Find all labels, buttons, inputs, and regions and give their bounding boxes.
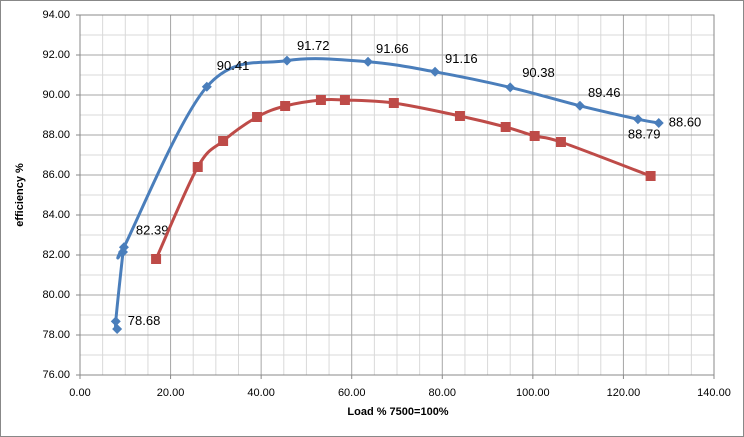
y-axis-title: efficiency %	[14, 163, 26, 227]
data-point	[430, 66, 441, 77]
x-tick-label: 20.00	[157, 387, 185, 399]
x-tick-label: 140.00	[697, 387, 731, 399]
plot-area	[79, 14, 715, 376]
y-tick-label: 78.00	[42, 329, 70, 341]
x-tick-label: 40.00	[247, 387, 275, 399]
y-tick-label: 86.00	[42, 169, 70, 181]
data-point	[151, 254, 162, 264]
data-point	[192, 162, 203, 172]
data-point	[529, 131, 540, 141]
data-point	[454, 111, 465, 121]
y-tick-label: 92.00	[42, 49, 70, 61]
data-point	[363, 56, 374, 67]
y-tick-label: 88.00	[42, 129, 70, 141]
data-point	[505, 82, 516, 93]
x-tick-label: 120.00	[607, 387, 641, 399]
x-tick-label: 100.00	[516, 387, 550, 399]
data-label: 90.38	[522, 65, 555, 80]
data-point	[632, 114, 643, 125]
data-point	[118, 242, 129, 253]
data-label: 88.79	[628, 127, 661, 142]
data-point	[653, 118, 664, 128]
data-point	[500, 122, 511, 132]
data-label: 78.68	[128, 313, 161, 328]
data-point	[339, 95, 350, 105]
data-label: 91.72	[297, 38, 330, 53]
data-point	[252, 112, 263, 122]
y-tick-label: 80.00	[42, 289, 70, 301]
data-point	[112, 324, 123, 334]
y-tick-label: 94.00	[42, 9, 70, 21]
data-label: 91.16	[445, 51, 478, 66]
y-tick-label: 90.00	[42, 89, 70, 101]
x-axis-title: Load % 7500=100%	[347, 406, 448, 418]
data-label: 89.46	[588, 85, 621, 100]
data-point	[201, 81, 212, 92]
data-point	[281, 55, 292, 66]
data-point	[110, 316, 121, 327]
y-tick-label: 76.00	[42, 369, 70, 381]
x-tick-label: 80.00	[429, 387, 457, 399]
data-point	[574, 100, 585, 111]
data-label: 88.60	[669, 114, 702, 129]
data-point	[645, 171, 656, 181]
y-tick-label: 84.00	[42, 209, 70, 221]
data-point	[388, 98, 399, 108]
data-point	[555, 137, 566, 147]
data-label: 91.66	[376, 41, 409, 56]
data-point	[280, 101, 291, 111]
x-tick-label: 60.00	[338, 387, 366, 399]
y-tick-label: 82.00	[42, 249, 70, 261]
data-point	[315, 95, 326, 105]
data-label: 90.41	[217, 58, 250, 73]
data-label: 82.39	[136, 223, 169, 238]
data-point	[218, 136, 229, 146]
x-tick-label: 0.00	[69, 387, 90, 399]
